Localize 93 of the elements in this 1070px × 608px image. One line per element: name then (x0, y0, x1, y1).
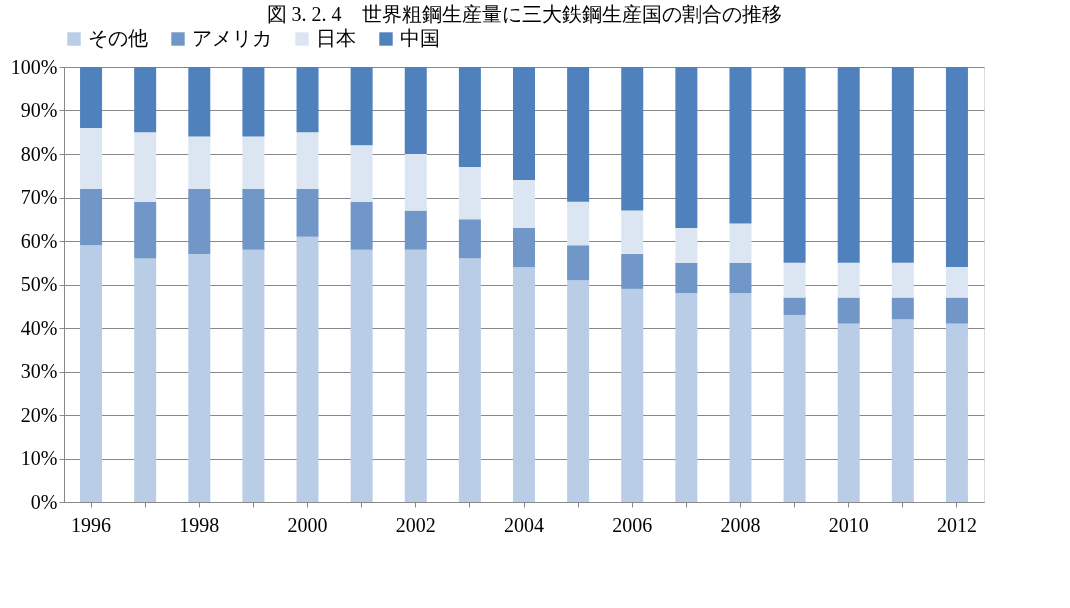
x-tick-label: 1996 (71, 513, 112, 536)
y-tick-label: 60% (20, 229, 58, 252)
bar (350, 145, 373, 202)
x-tick-label: 2010 (828, 513, 869, 536)
bar (675, 67, 698, 228)
y-tick-label: 70% (20, 186, 58, 208)
legend-label: アメリカ (192, 27, 272, 49)
bar (945, 267, 968, 298)
bar (242, 136, 265, 189)
bar (729, 293, 752, 502)
legend-label: 日本 (316, 27, 356, 49)
bar (350, 67, 373, 146)
bar (513, 227, 535, 268)
legend-label: その他 (88, 27, 148, 49)
x-tick-label: 2004 (504, 513, 544, 536)
bar (621, 67, 644, 211)
y-tick-label: 10% (20, 447, 58, 469)
bar (296, 132, 319, 189)
bar (891, 67, 914, 263)
y-tick-label: 0% (30, 490, 58, 513)
bar (242, 188, 265, 250)
x-tick-label: 2000 (287, 513, 328, 536)
bar (188, 188, 211, 255)
bar (242, 249, 265, 502)
y-tick-label: 90% (20, 99, 58, 121)
x-tick-label: 2002 (395, 513, 436, 536)
bar (188, 136, 211, 189)
bar (567, 280, 590, 502)
bar (567, 201, 590, 246)
bar (296, 188, 319, 237)
bar (134, 201, 157, 259)
bar (458, 258, 481, 502)
bar (891, 262, 914, 298)
x-tick-label: 1998 (179, 513, 220, 536)
bar (513, 180, 535, 228)
bar (945, 67, 968, 268)
bar (458, 167, 481, 220)
bar (837, 67, 860, 263)
bar (837, 297, 860, 324)
y-tick-label: 30% (20, 360, 58, 382)
x-tick-label: 2006 (612, 513, 653, 536)
bar (621, 288, 644, 502)
bar (783, 297, 806, 315)
y-tick-label: 80% (20, 142, 58, 165)
bar (458, 219, 481, 259)
bar (80, 245, 103, 502)
x-tick-label: 2008 (720, 513, 761, 536)
y-tick-label: 20% (20, 403, 58, 426)
bar (404, 67, 427, 154)
bar (837, 323, 860, 502)
legend-label: 中国 (400, 27, 440, 49)
bar (80, 188, 103, 246)
bar (675, 227, 698, 263)
y-tick-label: 40% (20, 316, 58, 339)
bar (621, 254, 644, 289)
x-tick-label: 2012 (936, 513, 977, 536)
bar (783, 314, 806, 502)
bar (729, 67, 752, 224)
chart-title: 図 3. 2. 4 世界粗鋼生産量に三大鉄鋼生産国の割合の推移 (266, 3, 782, 25)
bar (458, 67, 481, 168)
bar (675, 293, 698, 502)
bar (80, 127, 103, 189)
bar (729, 223, 752, 263)
bar (404, 210, 427, 250)
bar (891, 297, 914, 320)
bar (567, 245, 590, 281)
bar (945, 297, 968, 324)
bar (567, 67, 590, 202)
bar (188, 67, 211, 137)
bar (242, 67, 265, 137)
bar (621, 210, 644, 255)
bar (134, 67, 157, 133)
y-tick-label: 50% (20, 273, 58, 295)
bar (891, 319, 914, 502)
bar (80, 67, 103, 128)
bar (404, 249, 427, 502)
bar (134, 258, 157, 502)
bar (513, 67, 535, 181)
bar (350, 249, 373, 502)
bar (404, 154, 427, 211)
bar (350, 201, 373, 250)
bar (296, 236, 319, 502)
bar (188, 254, 211, 502)
bar (783, 262, 806, 298)
bar (945, 323, 968, 502)
bar (296, 67, 319, 133)
bar (675, 262, 698, 294)
bar (134, 132, 157, 202)
bar (513, 267, 535, 502)
y-tick-label: 100% (10, 55, 58, 78)
bar (783, 67, 806, 263)
bar (837, 262, 860, 298)
bar (729, 262, 752, 294)
